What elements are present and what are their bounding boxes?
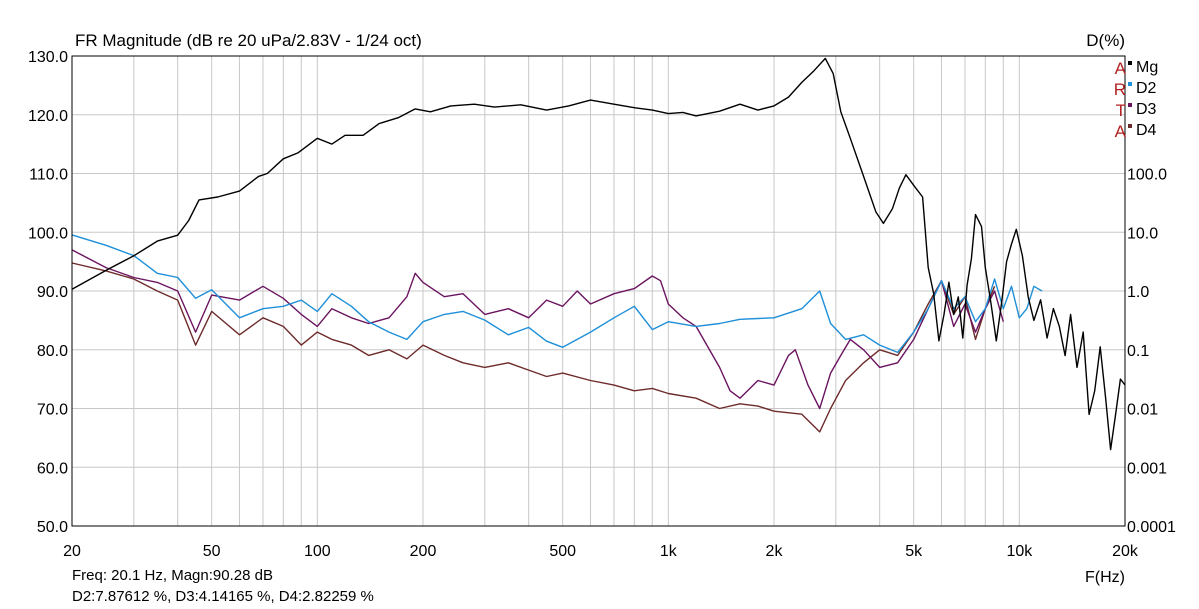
y-right-tick-label: 0.001 bbox=[1127, 460, 1167, 477]
cursor-readout-distortion: D2:7.87612 %, D3:4.14165 %, D4:2.82259 % bbox=[72, 588, 374, 605]
x-tick-label: 100 bbox=[304, 543, 331, 560]
x-tick-label: 20k bbox=[1112, 543, 1139, 560]
legend-swatch-d4 bbox=[1128, 124, 1132, 128]
watermark-letter: T bbox=[1116, 101, 1126, 120]
watermark-letter: R bbox=[1114, 80, 1126, 99]
y-left-tick-label: 110.0 bbox=[29, 167, 68, 184]
y-left-tick-label: 130.0 bbox=[28, 49, 68, 66]
x-tick-label: 50 bbox=[203, 543, 221, 560]
legend-swatch-d2 bbox=[1128, 82, 1132, 86]
legend-label-d2: D2 bbox=[1136, 80, 1157, 97]
x-axis-label: F(Hz) bbox=[1085, 569, 1125, 586]
y-right-tick-label: 1.0 bbox=[1127, 284, 1149, 301]
y-left-tick-label: 70.0 bbox=[37, 402, 68, 419]
legend-label-d3: D3 bbox=[1136, 101, 1157, 118]
y-axis-left: 50.0 60.0 70.0 80.0 90.0 100.0 110.0 120.0 130.0 bbox=[28, 49, 68, 536]
x-tick-label: 200 bbox=[410, 543, 437, 560]
chart-title: FR Magnitude (dB re 20 uPa/2.83V - 1/24 … bbox=[75, 31, 422, 50]
plot-frame bbox=[71, 55, 1126, 527]
y-left-tick-label: 90.0 bbox=[37, 284, 68, 301]
x-axis: 20 50 100 200 500 1k 2k 5k 10k 20k bbox=[63, 543, 1139, 560]
legend-swatch-mg bbox=[1128, 61, 1132, 65]
x-tick-label: 500 bbox=[549, 543, 576, 560]
legend-label-mg: Mg bbox=[1136, 59, 1158, 76]
y-left-tick-label: 120.0 bbox=[28, 108, 68, 125]
x-tick-label: 5k bbox=[905, 543, 923, 560]
y-left-tick-label: 60.0 bbox=[37, 460, 68, 477]
y-right-tick-label: 10.0 bbox=[1127, 225, 1158, 242]
x-tick-label: 10k bbox=[1006, 543, 1033, 560]
y-left-tick-label: 50.0 bbox=[37, 519, 68, 536]
series-line-d3 bbox=[71, 249, 1004, 410]
y-axis-right: 0.0001 0.001 0.01 0.1 1.0 10.0 100.0 bbox=[1127, 167, 1176, 537]
y-left-tick-label: 100.0 bbox=[28, 225, 68, 242]
legend: Mg D2 D3 D4 bbox=[1128, 59, 1158, 139]
watermark-letter: A bbox=[1115, 122, 1127, 141]
y-right-tick-label: 0.0001 bbox=[1127, 519, 1176, 536]
watermark-letter: A bbox=[1115, 59, 1127, 78]
x-tick-label: 1k bbox=[660, 543, 678, 560]
x-tick-label: 2k bbox=[766, 543, 784, 560]
series-line-d2 bbox=[71, 234, 1043, 354]
y-right-tick-label: 0.01 bbox=[1127, 402, 1158, 419]
right-axis-title: D(%) bbox=[1086, 31, 1125, 50]
y-right-tick-label: 100.0 bbox=[1127, 167, 1167, 184]
y-left-tick-label: 80.0 bbox=[37, 343, 68, 360]
y-right-tick-label: 0.1 bbox=[1127, 343, 1149, 360]
series-line-d4 bbox=[71, 262, 996, 433]
x-tick-label: 20 bbox=[63, 543, 81, 560]
series-line-mg bbox=[71, 57, 1126, 451]
legend-swatch-d3 bbox=[1128, 103, 1132, 107]
series-layer bbox=[71, 57, 1126, 451]
legend-label-d4: D4 bbox=[1136, 122, 1157, 139]
cursor-readout-freq: Freq: 20.1 Hz, Magn:90.28 dB bbox=[72, 567, 273, 584]
